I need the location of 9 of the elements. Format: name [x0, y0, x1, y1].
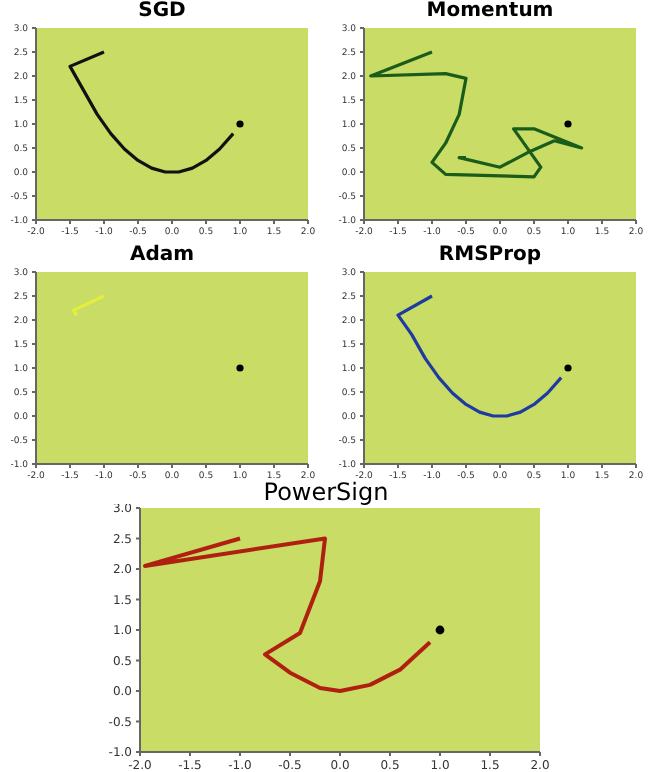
line-series: [68, 50, 235, 174]
chart-title: RMSProp: [436, 244, 544, 268]
chart-title: PowerSign: [261, 478, 389, 506]
line-series: [143, 536, 432, 693]
line-series: [396, 294, 563, 418]
chart-title: SGD: [136, 0, 188, 24]
chart-title: Adam: [127, 244, 197, 268]
chart-title: Momentum: [424, 0, 556, 24]
line-series: [369, 50, 584, 179]
